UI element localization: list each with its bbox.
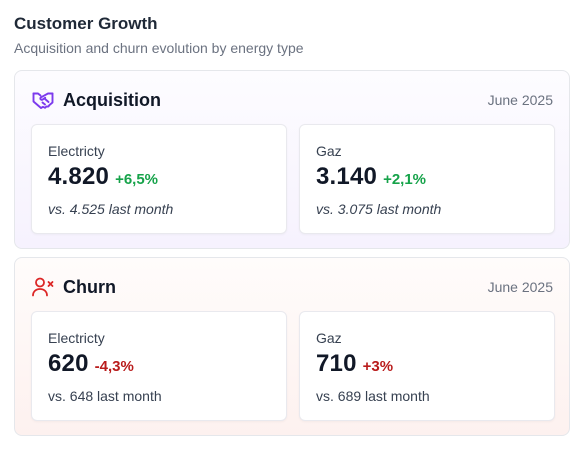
churn-header: Churn June 2025 [31, 273, 553, 301]
card-delta: +3% [362, 358, 394, 375]
page-title: Customer Growth [14, 14, 158, 33]
card-delta: -4,3% [94, 358, 134, 375]
page-subtitle: Acquisition and churn evolution by energ… [14, 40, 304, 56]
churn-gas-card: Gaz 710 +3% vs. 689 last month [299, 311, 555, 421]
card-value: 710 [316, 350, 357, 377]
card-label: Electricty [48, 143, 105, 159]
card-label: Gaz [316, 330, 342, 346]
handshake-icon [31, 88, 55, 112]
card-comparison: vs. 689 last month [316, 388, 430, 404]
card-delta: +2,1% [383, 171, 427, 188]
card-value: 3.140 [316, 163, 378, 190]
card-label: Electricty [48, 330, 105, 346]
churn-date: June 2025 [487, 279, 553, 295]
acquisition-title: Acquisition [63, 89, 161, 110]
card-value: 4.820 [48, 163, 110, 190]
acquisition-header: Acquisition June 2025 [31, 86, 553, 114]
acquisition-date: June 2025 [487, 92, 553, 108]
card-comparison: vs. 648 last month [48, 388, 162, 404]
card-delta: +6,5% [115, 171, 159, 188]
acquisition-section: Acquisition June 2025 Electricty 4.820 +… [14, 70, 570, 249]
user-remove-icon [31, 275, 55, 299]
churn-electricity-card: Electricty 620 -4,3% vs. 648 last month [31, 311, 287, 421]
acquisition-gas-card: Gaz 3.140 +2,1% vs. 3.075 last month [299, 124, 555, 234]
card-label: Gaz [316, 143, 342, 159]
card-comparison: vs. 4.525 last month [48, 201, 174, 217]
card-value: 620 [48, 350, 89, 377]
churn-title: Churn [63, 276, 116, 297]
churn-section: Churn June 2025 Electricty 620 -4,3% vs.… [14, 257, 570, 436]
card-comparison: vs. 3.075 last month [316, 201, 442, 217]
acquisition-electricity-card: Electricty 4.820 +6,5% vs. 4.525 last mo… [31, 124, 287, 234]
